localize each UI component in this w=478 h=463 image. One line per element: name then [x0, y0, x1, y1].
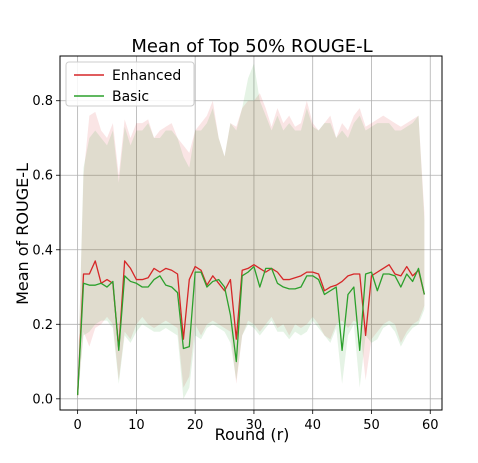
x-tick-label: 30	[246, 418, 263, 433]
band-basic	[77, 63, 425, 399]
confidence-bands	[77, 63, 425, 399]
x-tick-label: 50	[363, 418, 380, 433]
x-axis-label: Round (r)	[215, 425, 290, 444]
x-tick-label: 20	[187, 418, 204, 433]
x-tick-label: 0	[73, 418, 81, 433]
x-tick-label: 40	[304, 418, 321, 433]
y-tick-label: 0.4	[32, 243, 53, 258]
legend: Enhanced Basic	[65, 61, 195, 107]
chart-title: Mean of Top 50% ROUGE-L	[131, 36, 372, 57]
y-axis-label: Mean of ROUGE-L	[13, 163, 32, 305]
legend-label-enhanced: Enhanced	[112, 68, 181, 84]
axis-ticks: 0 10 20 30 40 50 60 0.0 0.2 0.4 0.6 0.8	[32, 94, 438, 433]
legend-box	[65, 61, 195, 107]
line-enhanced	[76, 260, 426, 396]
plot-frame	[59, 55, 443, 411]
x-tick-label: 60	[422, 418, 439, 433]
y-tick-label: 0.0	[32, 392, 53, 407]
y-tick-label: 0.6	[32, 169, 53, 184]
line-basic	[76, 265, 426, 396]
y-tick-label: 0.2	[32, 318, 53, 333]
legend-label-basic: Basic	[112, 89, 149, 105]
x-tick-label: 10	[128, 418, 145, 433]
y-tick-label: 0.8	[32, 94, 53, 109]
series-lines	[76, 260, 426, 396]
band-enhanced	[77, 93, 425, 399]
